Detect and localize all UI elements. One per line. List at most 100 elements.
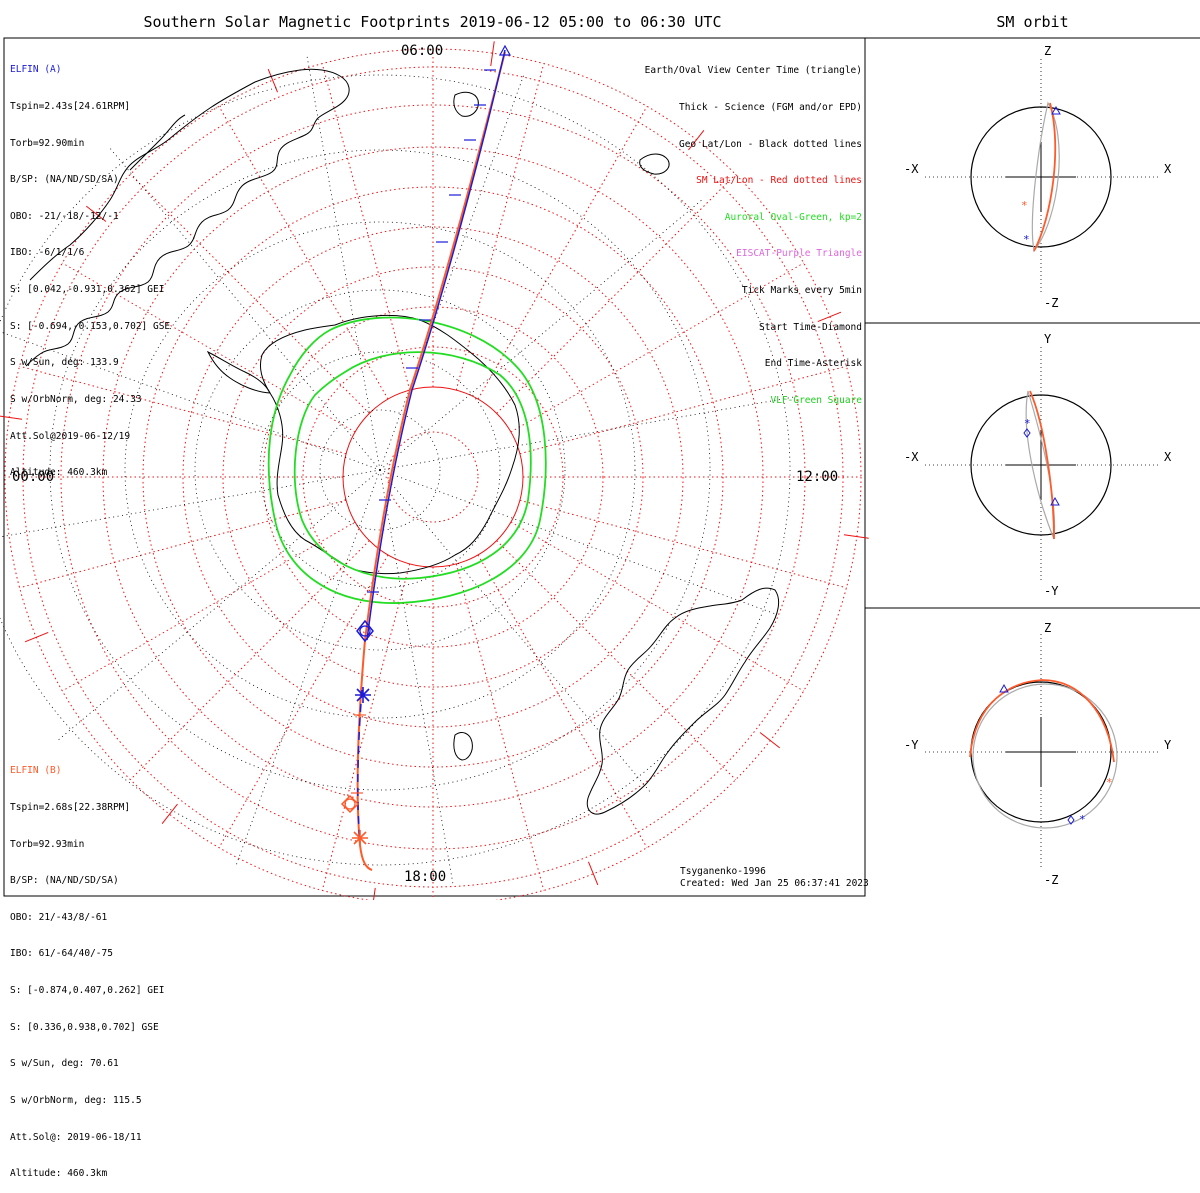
- legend-entry: Geo Lat/Lon - Black dotted lines: [678, 138, 862, 150]
- sm-latitude-circle: [60, 104, 806, 850]
- orbit-xy-left-label: -X: [904, 450, 919, 464]
- orbit-xz-elfin-b: [1033, 102, 1057, 252]
- sm-hour-tick: [490, 41, 495, 67]
- orbit-xz-bottom-label: -Z: [1044, 296, 1059, 310]
- elfin-b-info: ELFIN (B) Tspin=2.68s[22.38RPM] Torb=92.…: [10, 741, 164, 1193]
- orbit-yz-triangle: [999, 683, 1009, 693]
- sm-longitude-line: [321, 63, 411, 391]
- sm-hour-tick: [24, 631, 49, 643]
- elfin-b-track: [356, 51, 506, 871]
- island-1: [639, 153, 670, 175]
- geo-longitude-line: [379, 75, 525, 471]
- elfin-a-line: OBO: -21/-18/-12/-1: [10, 210, 119, 222]
- legend-entry: Tick Marks every 5min: [741, 285, 862, 297]
- legend-entry: Thick - Science (FGM and/or EPD): [678, 102, 862, 114]
- orbit-xy-bottom-label: -Y: [1044, 584, 1059, 598]
- sm-hour-tick: [759, 732, 781, 749]
- orbit-xz-left-label: -X: [904, 162, 919, 176]
- orbit-yz-left-label: -Y: [904, 738, 919, 752]
- sm-longitude-line: [455, 563, 545, 891]
- sm-latitude-circle: [222, 266, 644, 688]
- geo-longitude-line: [379, 469, 775, 615]
- elfin-a-line: S w/Sun, deg: 133.9: [10, 357, 119, 369]
- footprint-tracks: [340, 44, 512, 871]
- geo-latitude-circle: [259, 351, 501, 589]
- orbit-panel-xy: [925, 347, 1160, 583]
- sm-latitude-circle: [387, 431, 479, 523]
- elfin-a-line: B/SP: (NA/ND/SD/SA): [10, 174, 119, 186]
- legend-entry: EISCAT-Purple Triangle: [736, 248, 862, 260]
- island-3: [453, 91, 479, 117]
- africa-coast: [586, 587, 780, 815]
- elfin-b-start-diamond: [340, 794, 360, 814]
- sm-latitude-circle: [142, 186, 724, 768]
- orbit-panel-title: SM orbit: [996, 13, 1069, 31]
- sm-longitude-line: [496, 540, 736, 780]
- sm-hour-tick: [817, 311, 842, 323]
- plot-title: Southern Solar Magnetic Footprints 2019-…: [143, 13, 722, 31]
- elfin-b-line: S w/OrbNorm, deg: 115.5: [10, 1094, 142, 1106]
- elfin-a-line: S: [0.042,-0.931,0.362] GEI: [10, 284, 165, 296]
- orbit-xz-right-label: X: [1164, 162, 1172, 176]
- orbit-yz-right-label: Y: [1164, 738, 1172, 752]
- elfin-b-line: Att.Sol@: 2019-06-18/11: [10, 1131, 142, 1143]
- elfin-a-line: S w/OrbNorm, deg: 24.33: [10, 393, 142, 405]
- geo-latitude-circle: [194, 289, 566, 651]
- elfin-b-line: B/SP: (NA/ND/SD/SA): [10, 875, 119, 887]
- australia-coast: [129, 114, 186, 171]
- elfin-b-start-circle: [344, 798, 356, 810]
- orbit-xy-asterisk-a: *: [1024, 417, 1031, 430]
- sm-hour-tick: [161, 803, 178, 825]
- sm-hour-tick: [373, 887, 376, 900]
- orbit-panels: * * * * *: [925, 59, 1160, 870]
- created-timestamp: Created: Wed Jan 25 06:37:41 2023: [680, 878, 869, 889]
- orbit-panel-xz: [925, 59, 1160, 295]
- elfin-a-line: Altitude: 460.3km: [10, 467, 108, 479]
- orbit-xy-elfin-b: [1029, 390, 1055, 540]
- elfin-b-label: ELFIN (B): [10, 765, 62, 777]
- sm-longitude-line: [130, 540, 370, 780]
- orbit-xz-triangle: [1051, 105, 1061, 115]
- elfin-a-start-circle: [359, 625, 371, 637]
- model-credit: Tsyganenko-1996: [680, 866, 766, 877]
- antarctic-peninsula: [206, 350, 271, 394]
- orbit-yz-asterisk-b: *: [1106, 776, 1113, 789]
- sm-latitude-circle: [342, 386, 524, 568]
- geo-longitude-line: [379, 469, 454, 884]
- geo-latitude-circle: [124, 221, 636, 719]
- legend: Earth/Oval View Center Time (triangle) T…: [645, 41, 862, 419]
- sm-latitude-circle: [182, 226, 684, 728]
- elfin-a-track: [366, 49, 506, 641]
- orbit-xz-asterisk-b: *: [1021, 199, 1028, 212]
- orbit-xz-asterisk-a: *: [1023, 233, 1030, 246]
- clock-label-bottom: 18:00: [404, 869, 447, 885]
- legend-entry: VLF-Green Square: [770, 394, 862, 406]
- south-america-coast: [25, 68, 350, 367]
- sm-longitude-line: [62, 521, 356, 692]
- orbit-panel-yz: [925, 634, 1160, 870]
- sm-longitude-line: [218, 106, 389, 400]
- clock-label-right: 12:00: [796, 469, 839, 485]
- elfin-a-line: S: [-0.694,-0.153,0.702] GSE: [10, 320, 171, 332]
- main-frame: [3, 37, 866, 897]
- elfin-a-end-asterisk: [355, 687, 371, 703]
- elfin-b-line: Tspin=2.68s[22.38RPM]: [10, 802, 131, 814]
- sm-hour-tick: [267, 68, 279, 93]
- elfin-b-line: IBO: 61/-64/40/-75: [10, 948, 113, 960]
- sm-hour-tick: [843, 534, 869, 539]
- sm-hour-tick: [85, 205, 107, 222]
- orbit-xz-top-label: Z: [1044, 44, 1052, 58]
- elfin-a-info: ELFIN (A) Tspin=2.43s[24.61RPM] Torb=92.…: [10, 40, 170, 492]
- elfin-a-line: Tspin=2.43s[24.61RPM]: [10, 101, 131, 113]
- elfin-b-line: S: [-0.874,0.407,0.262] GEI: [10, 985, 165, 997]
- orbit-yz-asterisk-a: *: [1079, 813, 1086, 826]
- orbit-xy-top-label: Y: [1044, 332, 1052, 346]
- orbit-yz-elfin-b: [969, 679, 1115, 763]
- sm-latitude-circle: [302, 346, 564, 608]
- elfin-a-science-track: [357, 689, 363, 841]
- island-2: [453, 732, 473, 761]
- orbit-yz-diamond: [1067, 815, 1075, 825]
- elfin-b-line: S: [0.336,0.938,0.702] GSE: [10, 1021, 159, 1033]
- sm-longitude-line: [519, 499, 847, 589]
- elfin-b-line: S w/Sun, deg: 70.61: [10, 1058, 119, 1070]
